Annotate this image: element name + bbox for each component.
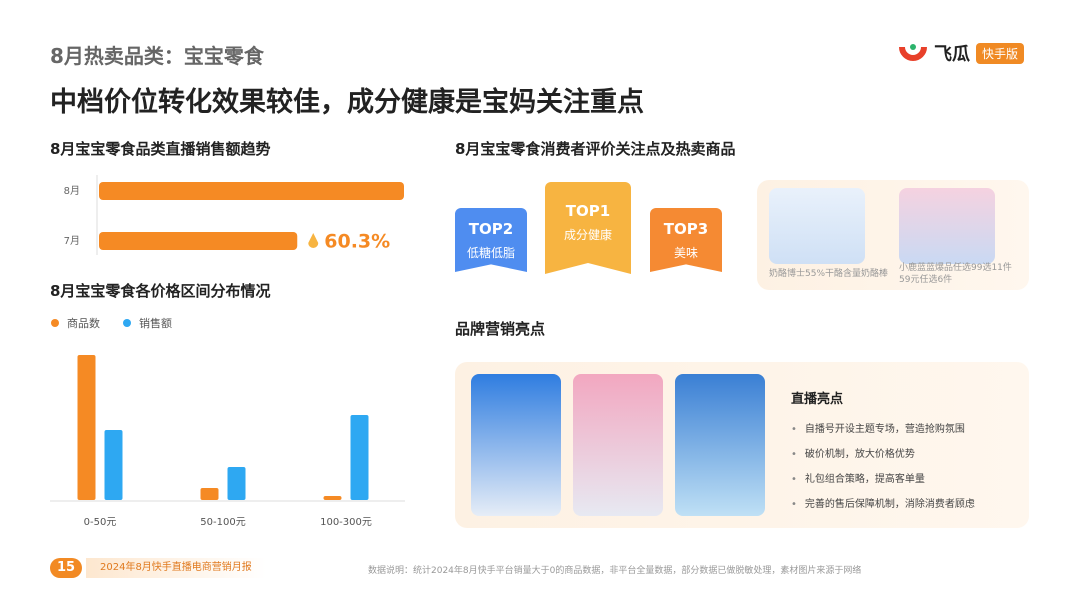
section-title: 8月宝宝零食消费者评价关注点及热卖商品 [455,140,736,158]
logo: 飞瓜 快手版 [898,40,1025,66]
header-title: 8月热卖品类：宝宝零食 [50,44,264,68]
highlight-title: 直播亮点 [791,392,844,407]
products-panel: 奶酪博士55%干酪含量奶酪棒 小鹿蓝蓝爆品任选99选11件 59元任选6件 [757,180,1029,290]
badge: TOP2 低糖低脂 [455,208,527,272]
product-caption: 小鹿蓝蓝爆品任选99选11件 59元任选6件 [899,263,1012,285]
main-title: 中档价位转化效果较佳，成分健康是宝妈关注重点 [50,87,644,118]
chart-title: 8月宝宝零食品类直播销售额趋势 [50,140,271,158]
highlight-item: 自播号开设主题专场，营造抢购氛围 [791,420,965,435]
bar [99,182,404,200]
badge-label: 成分健康 [563,228,612,242]
growth-icon [308,233,319,249]
bar [323,496,342,500]
report-name: 2024年8月快手直播电商营销月报 [86,558,266,578]
bar [77,355,96,500]
live-image [471,374,561,516]
live-image [675,374,765,516]
badge-label: 低糖低脂 [466,246,515,260]
bar [350,415,369,500]
highlight-item: 破价机制，放大价格优势 [791,445,915,460]
badge: TOP3 美味 [650,208,722,272]
x-tick-label: 100-300元 [320,517,372,528]
logo-icon [899,44,927,61]
annotation: 60.3% [324,231,390,253]
y-tick-label: 8月 [64,185,80,197]
bar [227,467,246,500]
chart-title: 8月宝宝零食各价格区间分布情况 [50,282,271,300]
highlight-item: 礼包组合策略，提高客单量 [791,470,925,485]
legend-label: 销售额 [139,316,172,330]
product-image [899,188,995,264]
page-number: 15 [50,558,82,578]
x-tick-label: 0-50元 [84,517,117,528]
bar [99,232,298,250]
data-note: 数据说明：统计2024年8月快手平台销量大于0的商品数据，非平台全量数据，部分数… [368,566,862,576]
product-caption: 奶酪博士55%干酪含量奶酪棒 [769,269,889,279]
section-title: 品牌营销亮点 [455,320,546,338]
y-tick-label: 7月 [64,235,80,247]
badge-rank: TOP2 [468,220,514,238]
product-image [769,188,865,264]
badge-rank: TOP3 [663,220,709,238]
bar [104,430,123,500]
badge: TOP1 成分健康 [545,182,631,274]
highlight-item: 完善的售后保障机制，消除消费者顾虑 [791,495,975,510]
logo-text: 飞瓜 [934,44,970,65]
live-image [573,374,663,516]
legend-label: 商品数 [67,316,100,330]
legend-marker [51,319,59,327]
badge-rank: TOP1 [565,202,611,220]
x-tick-label: 50-100元 [200,517,245,528]
marketing-panel: 直播亮点 自播号开设主题专场，营造抢购氛围 破价机制，放大价格优势 礼包组合策略… [455,362,1029,528]
bar [200,488,219,500]
badge-label: 美味 [673,246,698,260]
legend-marker [123,319,131,327]
logo-tag: 快手版 [976,42,1025,64]
